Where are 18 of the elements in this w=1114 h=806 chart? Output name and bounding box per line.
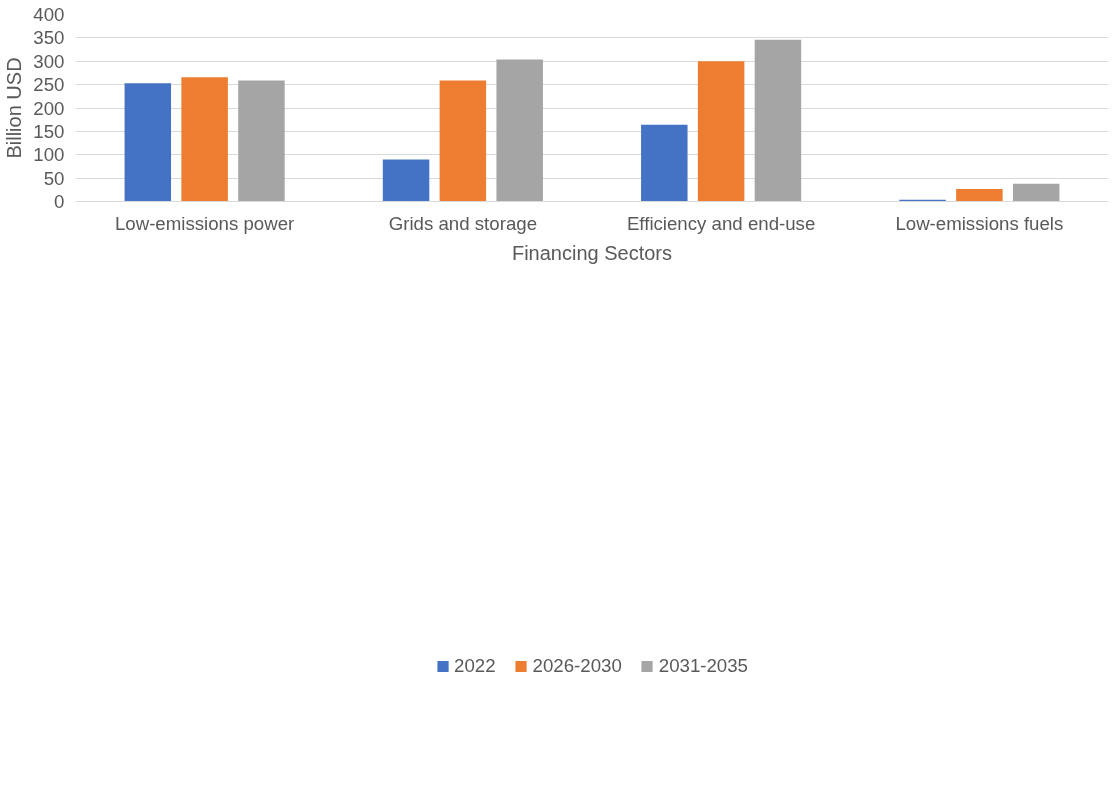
y-tick-label: 400 (33, 4, 65, 25)
y-tick-label: 300 (33, 50, 65, 72)
y-tick-label: 200 (33, 97, 65, 119)
y-tick-label: 50 (43, 167, 65, 189)
x-tick-label: Low-emissions power (114, 212, 295, 234)
y-tick-label: 100 (33, 144, 65, 166)
legend-label: 2026-2030 (532, 654, 622, 677)
x-tick-label: Efficiency and end-use (626, 212, 816, 234)
y-tick-label: 350 (33, 27, 65, 49)
x-axis-title: Financing Sectors (511, 241, 673, 264)
x-tick-label: Grids and storage (388, 212, 538, 234)
y-tick-label: 0 (54, 191, 65, 212)
y-tick-label: 150 (33, 120, 65, 142)
legend-label: 2031-2035 (658, 654, 748, 677)
legend-label: 2022 (454, 654, 496, 677)
y-tick-label: 250 (33, 74, 65, 96)
y-axis-title: Billion USD (3, 57, 26, 159)
x-tick-label: Low-emissions fuels (895, 212, 1064, 234)
